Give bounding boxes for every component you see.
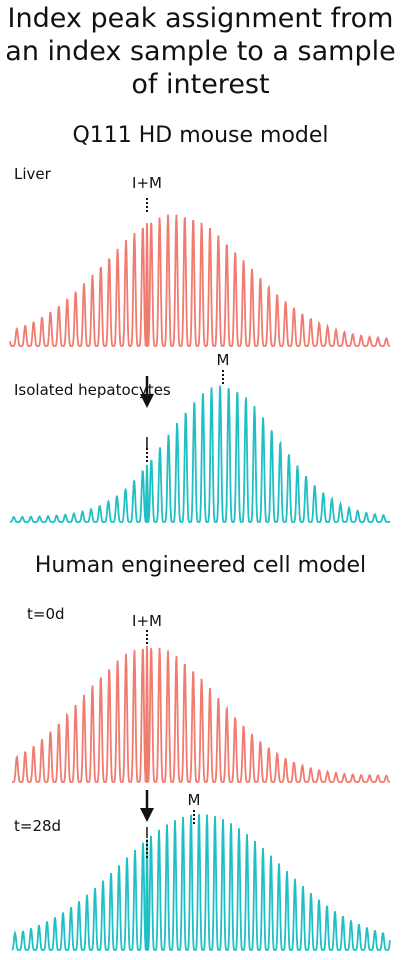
trace-line [11,813,391,951]
trace-liver [9,198,390,347]
trace-hepatocytes [10,370,391,523]
trace-line [10,385,391,523]
index-peak-fill [144,223,150,346]
mode-marker: M [216,351,230,369]
panel-label-t28: t=28d [14,817,62,835]
index-peak-fill [144,646,150,782]
trace-line [12,647,390,783]
section-title-mouse: Q111 HD mouse model [72,123,329,148]
index-mode-marker: I+M [132,174,162,192]
index-peak-fill [144,464,150,522]
mode-marker-t28: M [187,791,201,809]
index-mode-marker-t0: I+M [132,612,162,630]
panel-label-liver: Liver [14,165,51,183]
index-marker-t28: I [144,824,150,842]
panel-label-hepatocytes: Isolated hepatocytes [14,381,171,399]
section-title-human: Human engineered cell model [34,553,367,578]
panel-label-t0: t=0d [27,605,65,623]
trace-line [9,214,390,347]
index-peak-fill [144,839,150,950]
index-marker: I [144,434,150,452]
figure-title: Index peak assignment from an index samp… [0,2,401,101]
trace-t28 [11,810,391,951]
figure-title-text: Index peak assignment from an index samp… [5,3,396,100]
trace-t0 [12,630,390,783]
down-arrow-icon [140,376,154,408]
down-arrow-icon-2 [140,790,154,822]
